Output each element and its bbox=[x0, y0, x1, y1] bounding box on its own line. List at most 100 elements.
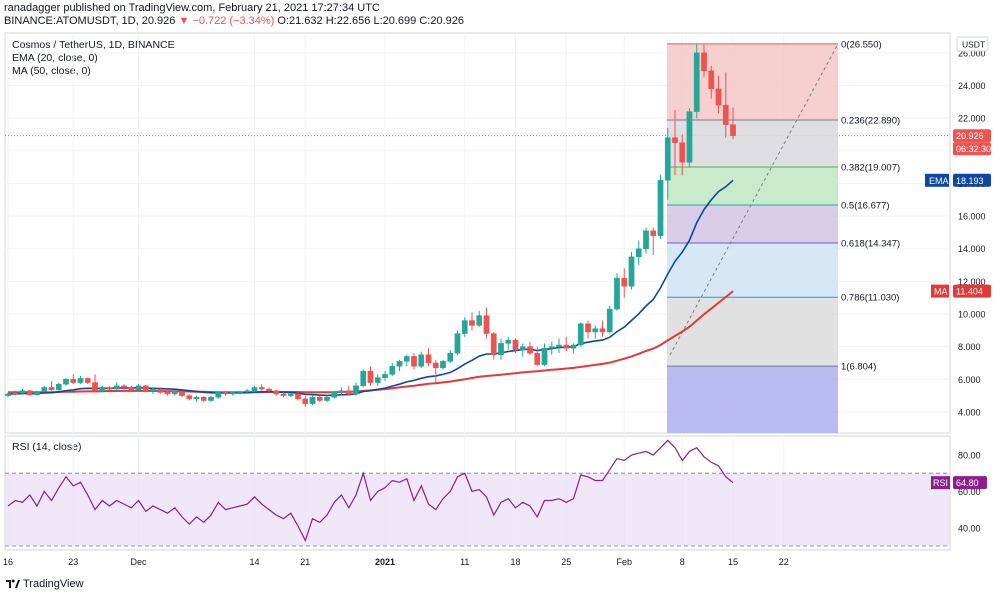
fib-level-label: 0.618(14.347) bbox=[841, 239, 900, 250]
symbol-label[interactable]: BINANCE:ATOMUSDT, 1D, bbox=[4, 15, 139, 27]
price-tick-label: 10.000 bbox=[958, 310, 986, 320]
candle-body bbox=[599, 328, 606, 333]
price-tick-label: 22.000 bbox=[958, 114, 986, 124]
candle-body bbox=[643, 230, 649, 249]
candle-body bbox=[447, 352, 454, 362]
candle-body bbox=[135, 385, 142, 391]
candles bbox=[5, 43, 736, 408]
candle-body bbox=[621, 277, 628, 287]
candle-body bbox=[295, 393, 301, 400]
ema-legend[interactable]: EMA (20, close, 0) bbox=[12, 52, 98, 64]
rsi-band bbox=[5, 473, 950, 546]
candle-body bbox=[527, 346, 533, 354]
fib-level-label: 0.236(22.890) bbox=[841, 115, 900, 126]
fib-trend-line bbox=[669, 43, 839, 356]
candle-body bbox=[534, 352, 541, 365]
chart-legend-title[interactable]: Cosmos / TetherUS, 1D, BINANCE bbox=[12, 39, 175, 51]
candle-body bbox=[570, 344, 577, 349]
candle-body bbox=[418, 354, 425, 367]
candle-body bbox=[63, 379, 69, 385]
time-tick-label: 11 bbox=[460, 557, 469, 567]
candle-body bbox=[440, 361, 446, 369]
time-tick-label: 16 bbox=[3, 557, 13, 567]
candle-body bbox=[353, 385, 359, 395]
currency-badge-bg bbox=[956, 36, 989, 52]
candle-body bbox=[106, 387, 113, 390]
fib-retracement[interactable]: 0(26.550) 0.236(22.890) 0.382(19.007) 0.5(1… bbox=[667, 39, 900, 433]
candle-body bbox=[309, 396, 316, 405]
rsi-legend[interactable]: RSI (14, close) bbox=[12, 441, 82, 453]
ma-badge-label-bg bbox=[931, 284, 949, 298]
price-tick-label: 14.000 bbox=[958, 244, 986, 254]
time-tick-label: 21 bbox=[300, 557, 310, 567]
candle-body bbox=[287, 393, 294, 396]
candle-body bbox=[672, 137, 678, 143]
tradingview-branding[interactable]: TradingView bbox=[6, 578, 84, 590]
candle-body bbox=[121, 385, 127, 388]
candle-body bbox=[55, 383, 62, 391]
candle-body bbox=[128, 387, 135, 391]
ema-badge-label-bg bbox=[925, 173, 949, 187]
rsi-badge-bg bbox=[953, 476, 987, 490]
candle-body bbox=[26, 390, 33, 396]
candle-body bbox=[77, 378, 84, 383]
candle-body bbox=[84, 378, 91, 383]
candle-body bbox=[19, 390, 26, 394]
candle-body bbox=[730, 124, 736, 136]
candle-body bbox=[99, 387, 106, 391]
time-tick-label: 25 bbox=[561, 557, 571, 567]
candle-body bbox=[686, 111, 693, 163]
candle-body bbox=[331, 392, 338, 398]
candle-body bbox=[411, 356, 417, 367]
time-tick-label: 22 bbox=[779, 557, 789, 567]
candle-body bbox=[200, 396, 207, 401]
rsi-tick-label: 40.00 bbox=[958, 523, 981, 533]
candle-body bbox=[41, 387, 48, 392]
candle-body bbox=[345, 390, 352, 395]
candle-body bbox=[150, 388, 156, 391]
countdown-badge-bg bbox=[953, 142, 991, 156]
candle-body bbox=[461, 320, 468, 334]
candle-body bbox=[222, 392, 229, 395]
time-tick-label: 23 bbox=[68, 557, 78, 567]
candle-body bbox=[541, 348, 548, 365]
candle-body bbox=[657, 179, 664, 236]
time-tick-label: 2021 bbox=[375, 557, 395, 567]
candle-body bbox=[490, 333, 497, 356]
branding-text: TradingView bbox=[23, 578, 84, 590]
candle-body bbox=[258, 387, 265, 390]
candle-body bbox=[244, 390, 251, 392]
rsi-line bbox=[7, 439, 734, 543]
candle-body bbox=[606, 308, 613, 333]
rsi-badge-label-bg bbox=[931, 476, 950, 490]
candle-body bbox=[512, 339, 519, 351]
fib-level-label: 0.382(19.007) bbox=[841, 163, 900, 174]
candle-body bbox=[266, 388, 272, 391]
low-value: L:20.699 bbox=[373, 15, 417, 27]
candle-body bbox=[585, 323, 591, 333]
candle-body bbox=[70, 379, 77, 383]
price-tick-label: 16.000 bbox=[958, 212, 986, 222]
time-tick-label: 8 bbox=[680, 557, 685, 567]
candle-body bbox=[693, 52, 700, 112]
candle-body bbox=[454, 333, 461, 354]
ema-badge: 18.193 bbox=[956, 176, 984, 186]
fib-zone bbox=[667, 205, 838, 244]
candle-body bbox=[519, 346, 526, 351]
time-tick-label: 15 bbox=[728, 557, 738, 567]
candle-body bbox=[338, 390, 345, 393]
candle-body bbox=[650, 230, 657, 236]
open-value: O:21.632 bbox=[277, 15, 323, 27]
price-tick-label: 24.000 bbox=[958, 81, 986, 91]
price-tick-label: 6.000 bbox=[958, 375, 981, 385]
ma-legend[interactable]: MA (50, close, 0) bbox=[12, 65, 91, 77]
candle-body bbox=[302, 398, 309, 405]
candle-body bbox=[113, 385, 120, 390]
candle-body bbox=[273, 390, 280, 395]
last-price: 20.926 bbox=[141, 15, 176, 27]
candle-body bbox=[432, 362, 439, 369]
countdown-badge: 06:32:30 bbox=[956, 144, 991, 154]
price-badge-bg bbox=[953, 129, 991, 143]
currency-badge: USDT bbox=[962, 40, 985, 50]
